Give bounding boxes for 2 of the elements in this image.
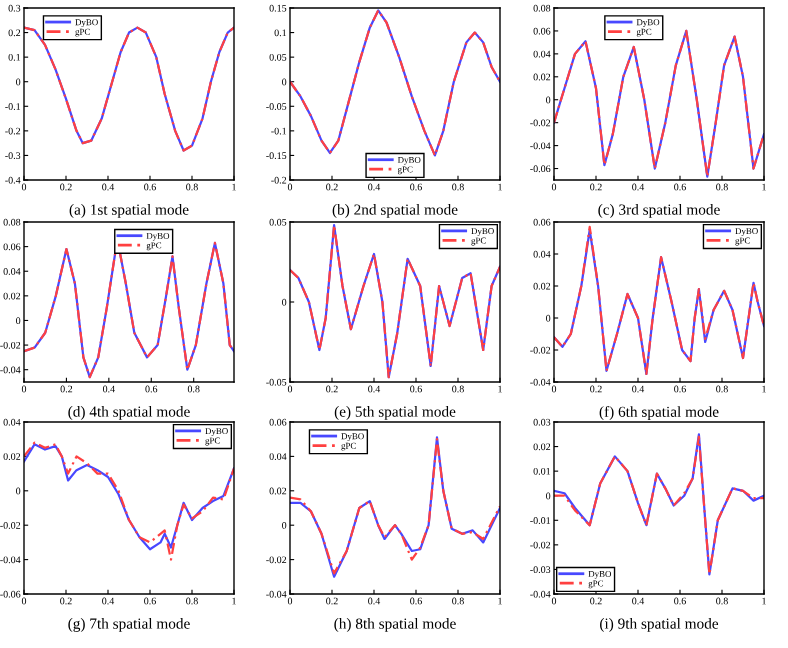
line-series bbox=[290, 224, 500, 379]
line-series bbox=[24, 26, 234, 152]
